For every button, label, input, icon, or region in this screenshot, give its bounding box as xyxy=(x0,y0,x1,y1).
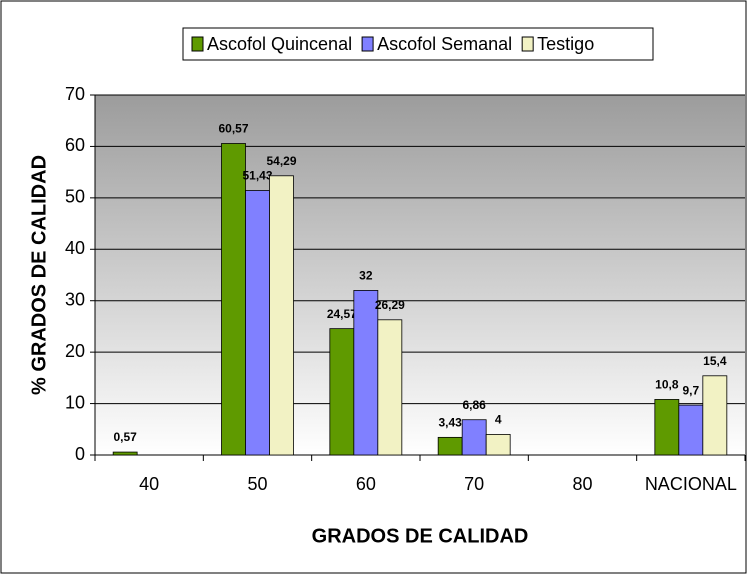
y-axis-title: % GRADOS DE CALIDAD xyxy=(28,155,50,395)
bar xyxy=(353,290,379,456)
y-tick-label: 10 xyxy=(65,392,85,412)
x-tick-label: NACIONAL xyxy=(645,474,737,494)
legend-label: Ascofol Semanal xyxy=(377,34,512,54)
data-label: 24,57 xyxy=(327,307,357,321)
data-label: 6,86 xyxy=(462,398,486,412)
legend-swatch xyxy=(191,36,204,52)
bar xyxy=(485,434,511,456)
data-label: 9,7 xyxy=(682,383,699,397)
data-label: 51,43 xyxy=(242,169,272,183)
bar xyxy=(461,419,487,456)
bar xyxy=(269,175,294,456)
data-label: 10,8 xyxy=(655,378,679,392)
legend-label: Ascofol Quincenal xyxy=(207,34,352,54)
data-label: 15,4 xyxy=(703,354,727,368)
data-label: 60,57 xyxy=(218,122,248,136)
data-label: 32 xyxy=(359,269,373,283)
bar xyxy=(654,399,680,456)
bar xyxy=(377,319,403,456)
bar xyxy=(221,143,246,456)
data-label: 3,43 xyxy=(438,416,462,430)
x-tick-label: 40 xyxy=(139,474,159,494)
x-tick-label: 60 xyxy=(356,474,376,494)
y-tick-label: 20 xyxy=(65,341,85,361)
legend-swatch xyxy=(361,36,374,52)
y-tick-label: 50 xyxy=(65,187,85,207)
legend-swatch xyxy=(521,36,534,52)
x-tick-label: 70 xyxy=(464,474,484,494)
y-tick-label: 40 xyxy=(65,238,85,258)
x-tick-label: 80 xyxy=(572,474,592,494)
y-tick-label: 0 xyxy=(75,444,85,464)
bar xyxy=(702,375,728,456)
plot-area xyxy=(95,95,745,455)
x-tick-label: 50 xyxy=(247,474,267,494)
data-label: 26,29 xyxy=(375,298,405,312)
y-tick-label: 30 xyxy=(65,289,85,309)
legend-label: Testigo xyxy=(537,34,594,54)
bar xyxy=(245,190,270,456)
bar xyxy=(678,404,704,456)
bar xyxy=(437,436,463,456)
bar xyxy=(112,451,138,456)
data-label: 0,57 xyxy=(113,430,137,444)
bar xyxy=(329,328,355,456)
data-label: 54,29 xyxy=(266,154,296,168)
y-tick-label: 60 xyxy=(65,135,85,155)
y-tick-label: 70 xyxy=(65,84,85,104)
legend xyxy=(182,27,654,61)
x-axis-title: GRADOS DE CALIDAD xyxy=(312,525,529,547)
data-label: 4 xyxy=(495,413,502,427)
